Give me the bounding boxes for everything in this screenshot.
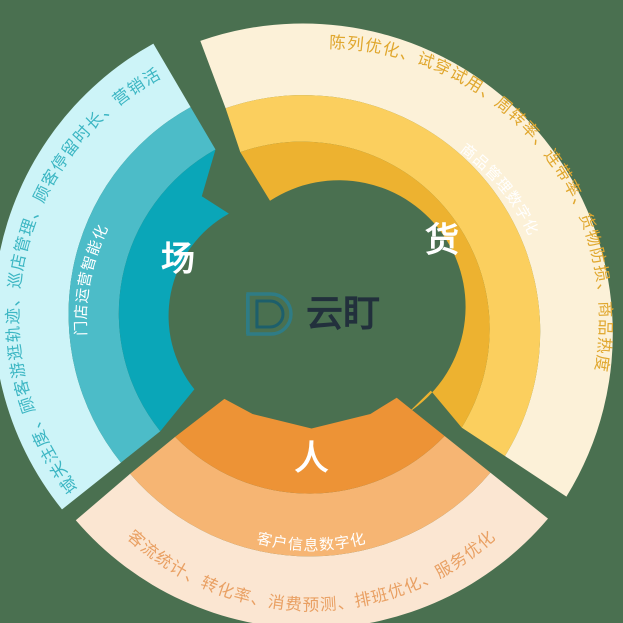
segment-ren-outer-band (75, 472, 548, 623)
segment-ren-inner-band (175, 397, 445, 494)
segment-chang-label: 场 (161, 240, 195, 280)
segment-huo-outer-band (200, 23, 613, 497)
segment-huo-inner-band (240, 141, 490, 428)
segment-chang-outer-band (0, 43, 191, 510)
segment-huo-label: 货 (425, 221, 459, 261)
segment-chang-inner-band (118, 149, 229, 432)
segment-ren-mid-band (130, 436, 491, 557)
segment-huo-mid-band (225, 95, 541, 456)
segment-chang-mid-band (68, 107, 216, 463)
segment-ren[interactable]: 人 客户信息数字化 客流统计、转化率、消费预测、排班优化、服务优化 (75, 397, 548, 623)
segment-ren-label: 人 (295, 439, 329, 479)
